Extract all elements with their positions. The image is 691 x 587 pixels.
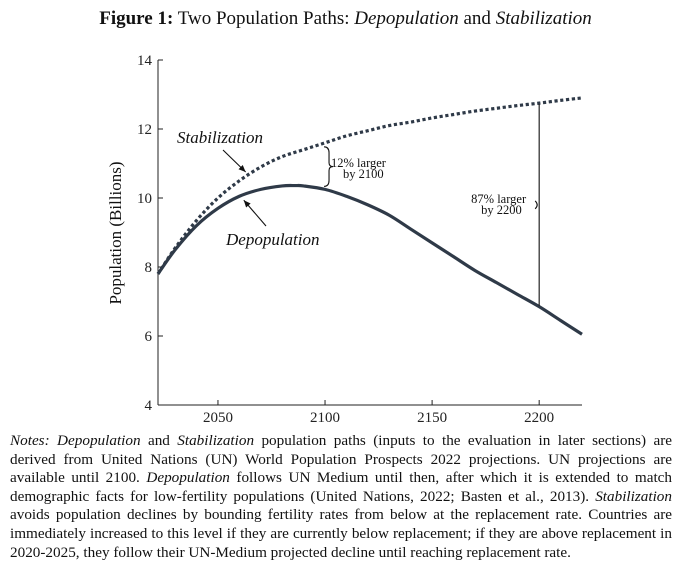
annotation-2200-line1: 87% larger <box>471 192 527 206</box>
annotation-2100-line1: 12% larger <box>331 156 387 170</box>
y-tick-label: 6 <box>145 329 153 345</box>
figure-notes: Notes: Depopulation and Stabilization po… <box>10 432 672 562</box>
x-tick-label: 2150 <box>417 410 447 426</box>
figure-title: Figure 1: Two Population Paths: Depopula… <box>0 8 691 30</box>
y-tick-label: 10 <box>137 191 152 207</box>
chart-ticks: 4 6 8 10 12 14 2050 2100 2150 2200 <box>137 53 554 426</box>
y-tick-label: 8 <box>145 260 153 276</box>
notes-text-1: and <box>140 432 178 449</box>
y-tick-label: 4 <box>145 398 153 414</box>
series-label-depopulation: Depopulation <box>225 230 320 249</box>
y-tick-label: 12 <box>137 122 152 138</box>
chart-axes <box>157 60 582 406</box>
x-tick-label: 2100 <box>310 410 340 426</box>
figure-title-depopulation: Depopulation <box>354 8 459 29</box>
x-tick-label: 2050 <box>203 410 233 426</box>
notes-stabilization: Stabilization <box>177 432 255 449</box>
notes-text-4: avoids population declines by bounding f… <box>10 506 672 561</box>
annotation-2100-line2: by 2100 <box>343 167 384 181</box>
series-label-stabilization: Stabilization <box>177 128 263 147</box>
arrow-depopulation-head <box>243 200 251 208</box>
notes-label: Notes: <box>10 432 50 449</box>
notes-depopulation: Depopulation <box>57 432 141 449</box>
y-tick-label: 14 <box>137 53 153 69</box>
figure-title-stabilization: Stabilization <box>495 8 592 29</box>
series-line-depopulation <box>156 183 583 336</box>
y-axis-label: Population (Billions) <box>106 161 125 304</box>
notes-stabilization-2: Stabilization <box>595 487 672 505</box>
notes-depopulation-2: Depopulation <box>146 469 230 487</box>
figure-label: Figure 1: <box>99 8 174 29</box>
chart-annotations: Stabilization Depopulation 12% larger by… <box>177 104 540 306</box>
figure-title-plain: Two Population Paths: <box>177 8 350 29</box>
annotation-2200-line2: by 2200 <box>481 203 522 217</box>
x-tick-label: 2200 <box>524 410 554 426</box>
notes-text-2: population paths (inputs to the evaluati… <box>10 432 672 487</box>
series-line-stabilization <box>156 96 583 275</box>
chart-series <box>156 96 583 336</box>
arrow-stabilization-head <box>238 164 246 172</box>
notes-text-3: follows UN Medium until then, after whic… <box>10 469 672 505</box>
difference-notch-2200 <box>534 200 538 210</box>
population-chart: 4 6 8 10 12 14 2050 2100 2150 2200 Stabilization … <box>106 53 583 426</box>
figure-title-and: and <box>463 8 491 29</box>
brace-2100 <box>323 146 334 187</box>
